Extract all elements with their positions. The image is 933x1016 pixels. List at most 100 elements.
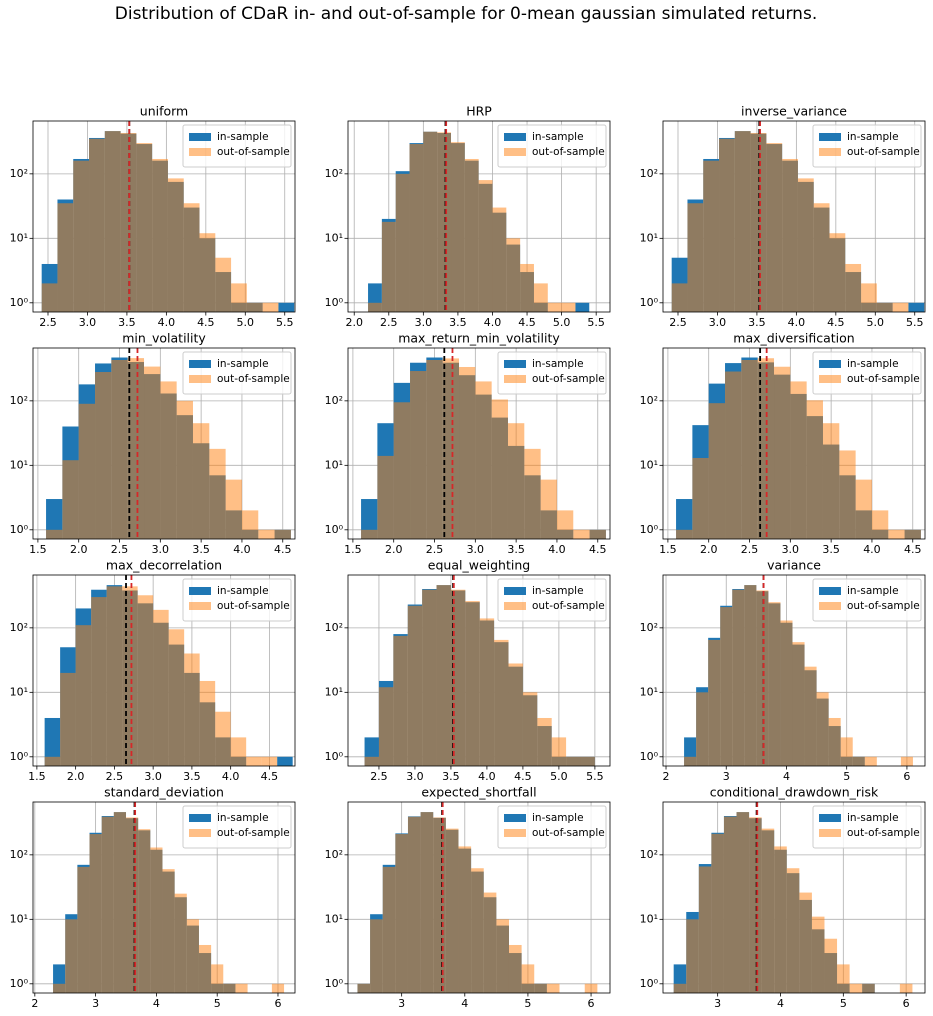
legend-swatch <box>189 829 211 837</box>
histogram-bar <box>780 620 793 766</box>
histogram-bar <box>361 529 378 539</box>
x-tick-label: 5 <box>840 997 847 1010</box>
histogram-bar <box>761 828 775 993</box>
histogram-bar <box>478 180 493 312</box>
histogram-bar <box>136 143 153 312</box>
legend-label: out-of-sample <box>847 600 920 612</box>
histogram-bar <box>89 834 102 993</box>
y-tick-label: 10² <box>325 394 343 407</box>
x-tick-label: 3 <box>398 997 405 1010</box>
legend-swatch <box>819 133 841 141</box>
y-tick-label: 10¹ <box>10 458 28 471</box>
x-tick-label: 6 <box>588 997 595 1010</box>
legend-swatch <box>504 360 526 368</box>
y-tick-label: 10¹ <box>10 912 28 925</box>
histogram-bar <box>426 359 443 539</box>
legend-label: in-sample <box>532 812 584 824</box>
axes-frame <box>347 120 611 313</box>
histogram-bar <box>750 132 767 312</box>
x-tick-label: 3 <box>723 770 730 783</box>
histogram-bar <box>471 868 484 993</box>
axes-frame <box>662 801 926 994</box>
histogram-bar <box>508 944 522 993</box>
x-tick-label: 3.0 <box>152 543 170 556</box>
histogram-bar <box>845 263 862 312</box>
histogram-bar <box>561 302 576 312</box>
x-tick-label: 3.5 <box>442 770 460 783</box>
histogram-bar <box>138 829 151 993</box>
histogram-bar <box>573 529 590 539</box>
histogram-bar <box>277 756 293 766</box>
x-tick-label: 4.5 <box>261 770 279 783</box>
x-tick-label: 4.0 <box>484 316 502 329</box>
histogram-bar <box>192 423 210 539</box>
histogram-bar <box>106 586 123 766</box>
x-tick-label: 6 <box>903 770 910 783</box>
x-tick-label: 3.0 <box>415 316 433 329</box>
x-tick-label: 4 <box>777 997 784 1010</box>
y-tick-label: 10⁰ <box>10 296 29 309</box>
y-tick-label: 10² <box>325 848 343 861</box>
histogram-bar <box>126 817 139 993</box>
histogram-bar <box>62 460 79 539</box>
x-tick-label: 1.5 <box>28 770 46 783</box>
histogram-bar <box>828 717 841 766</box>
histogram-bar <box>534 983 547 993</box>
histogram-bar <box>246 756 262 766</box>
axes-frame <box>662 574 926 767</box>
y-tick-label: 10¹ <box>325 458 343 471</box>
x-tick-label: 3.5 <box>507 543 525 556</box>
legend-label: out-of-sample <box>847 373 920 385</box>
y-tick-label: 10¹ <box>10 231 28 244</box>
histogram-bar <box>364 756 379 766</box>
legend-label: out-of-sample <box>217 373 290 385</box>
legend-swatch <box>189 375 211 383</box>
histogram-bar <box>150 847 163 993</box>
x-tick-label: 4.0 <box>233 543 251 556</box>
histogram-bar <box>822 423 840 539</box>
histogram-bar <box>231 283 247 312</box>
legend-label: out-of-sample <box>847 827 920 839</box>
histogram-bar <box>160 381 177 539</box>
histogram-bar <box>852 756 865 766</box>
legend-label: in-sample <box>217 812 269 824</box>
subplot-title: inverse_variance <box>741 104 847 119</box>
legend-label: in-sample <box>217 131 269 143</box>
legend-swatch <box>819 360 841 368</box>
histogram-bar <box>410 371 427 539</box>
histogram-bar <box>684 756 697 766</box>
y-tick-label: 10¹ <box>10 685 28 698</box>
x-tick-label: 2.0 <box>385 543 403 556</box>
legend-label: in-sample <box>532 131 584 143</box>
legend-swatch <box>819 375 841 383</box>
legend-label: out-of-sample <box>532 600 605 612</box>
y-tick-label: 10² <box>640 167 658 180</box>
x-tick-label: 1.5 <box>344 543 362 556</box>
legend-swatch <box>819 829 841 837</box>
histogram-bar <box>120 132 137 312</box>
histogram-bar <box>584 983 598 993</box>
histogram-bar <box>111 359 128 539</box>
histogram-bar <box>465 601 480 766</box>
histogram-bar <box>458 846 472 993</box>
histogram-bar <box>377 455 394 539</box>
histogram-bar <box>483 892 497 993</box>
histogram-bar <box>892 302 909 312</box>
x-tick-label: 4 <box>783 770 790 783</box>
legend-label: in-sample <box>847 131 899 143</box>
x-tick-label: 3 <box>92 997 99 1010</box>
histogram-bar <box>445 828 459 993</box>
histogram-bar <box>459 366 476 539</box>
x-tick-label: 3.0 <box>709 316 727 329</box>
legend-swatch <box>189 814 211 822</box>
histogram-bar <box>797 178 814 312</box>
histogram-bar <box>537 717 552 766</box>
subplot-title: variance <box>767 558 821 573</box>
histogram-bar <box>855 479 872 539</box>
x-tick-label: 2.5 <box>370 770 388 783</box>
x-tick-label: 2.0 <box>345 316 363 329</box>
histogram-bar <box>393 402 411 539</box>
histogram-bar <box>676 499 693 539</box>
legend-label: in-sample <box>217 585 269 597</box>
histogram-bar <box>241 510 259 539</box>
